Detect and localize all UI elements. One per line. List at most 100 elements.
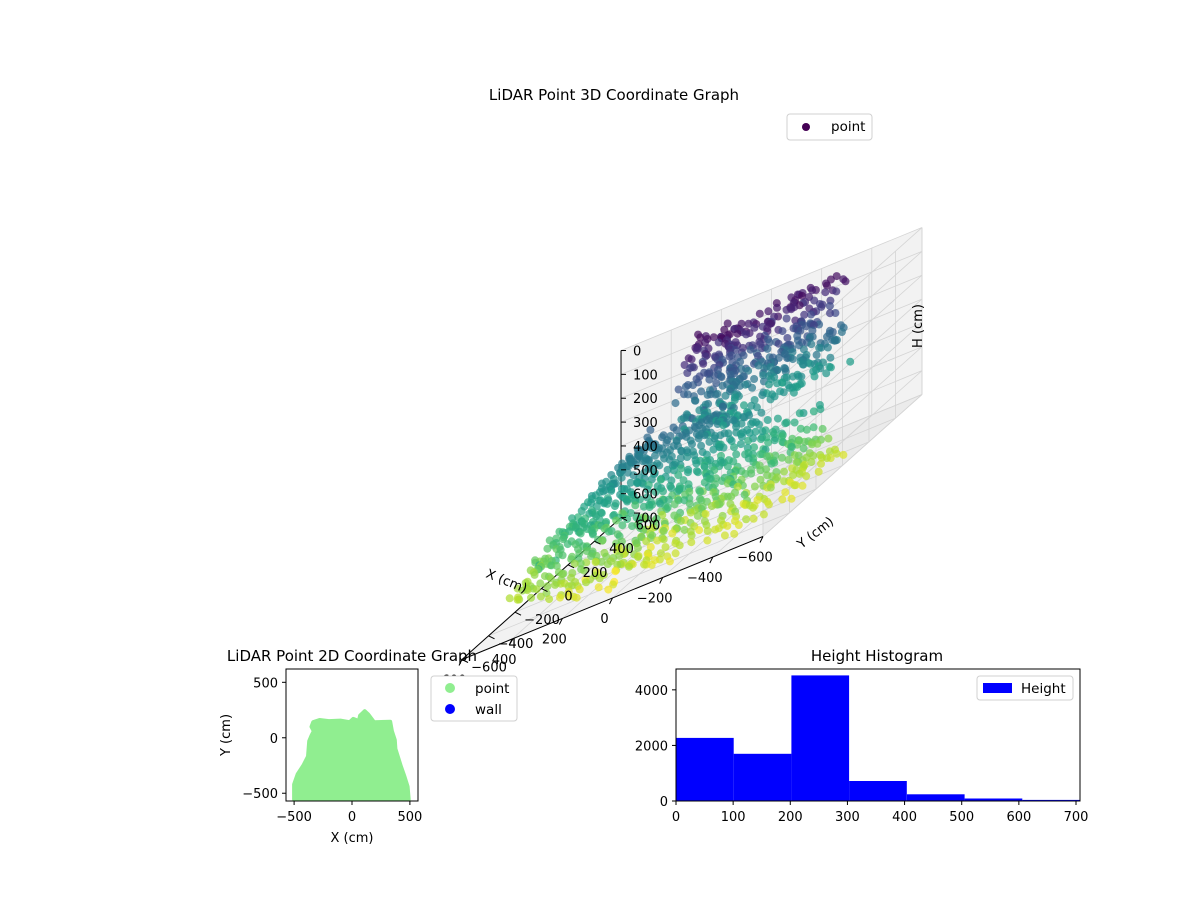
data-point <box>703 527 712 535</box>
data-point <box>671 549 680 558</box>
data-point <box>611 567 620 576</box>
data-point <box>667 484 676 493</box>
data-point <box>623 497 632 506</box>
data-point <box>705 437 714 446</box>
histogram-bar <box>1022 799 1080 801</box>
data-point <box>615 551 624 560</box>
data-point <box>563 540 572 549</box>
data-point <box>809 451 818 460</box>
data-point <box>645 503 654 511</box>
data-point <box>609 580 618 589</box>
data-point <box>826 309 834 318</box>
data-point <box>703 390 712 399</box>
data-point <box>709 333 718 342</box>
data-point <box>536 592 545 601</box>
data-point <box>824 434 833 443</box>
data-point <box>783 334 792 342</box>
data-point <box>755 309 764 318</box>
data-point <box>756 475 765 484</box>
data-point <box>723 492 732 501</box>
legend-label-wall: wall <box>475 702 502 718</box>
data-point <box>603 560 612 569</box>
data-point <box>577 507 586 515</box>
data-point <box>642 537 651 546</box>
data-point <box>732 450 741 459</box>
chart-3d-z-ticks: 0 100 200 300 400 500 600 700 <box>621 345 658 527</box>
data-point <box>778 453 786 462</box>
y-tick-mark <box>594 540 601 545</box>
z-tick-label: 100 <box>633 368 658 383</box>
data-point <box>646 543 655 552</box>
data-point <box>668 529 677 538</box>
data-point <box>656 549 665 558</box>
data-point <box>597 557 606 566</box>
data-point <box>582 578 590 587</box>
data-point <box>634 553 642 561</box>
chart-2d-title: LiDAR Point 2D Coordinate Graph <box>227 647 477 665</box>
data-point <box>527 593 535 602</box>
x-tick-label: 500 <box>397 810 422 825</box>
data-point <box>692 346 701 354</box>
data-point <box>671 399 680 408</box>
data-point <box>744 366 753 375</box>
y-tick-label: 0 <box>564 590 572 605</box>
data-point <box>513 595 522 604</box>
data-point <box>737 432 746 441</box>
data-point <box>580 566 588 575</box>
data-point <box>734 521 743 529</box>
data-point <box>823 281 831 290</box>
data-point <box>782 314 791 323</box>
data-point <box>780 467 788 476</box>
grid-line <box>762 370 923 513</box>
chart-2d-points <box>292 709 411 802</box>
y-tick-label: 600 <box>636 519 661 534</box>
data-point <box>826 353 835 362</box>
data-point <box>781 419 790 428</box>
z-tick-label: 400 <box>633 440 658 455</box>
data-point <box>763 344 772 353</box>
data-point <box>575 585 584 594</box>
data-point <box>787 494 796 503</box>
histogram-legend: Height <box>976 675 1074 701</box>
data-point <box>748 383 757 392</box>
data-point <box>808 326 817 335</box>
data-point <box>639 526 648 534</box>
data-point <box>846 357 855 366</box>
data-point <box>818 424 827 433</box>
data-point <box>770 436 779 445</box>
data-point <box>617 473 626 482</box>
data-point <box>764 438 773 447</box>
data-point <box>665 557 674 566</box>
data-point <box>752 403 761 412</box>
data-point <box>782 305 791 314</box>
data-point <box>618 521 627 530</box>
data-point <box>588 530 597 539</box>
y-tick-label: −600 <box>471 661 507 676</box>
z-tick-label: 0 <box>633 345 641 360</box>
data-point <box>699 359 708 368</box>
grid-line <box>762 298 923 442</box>
data-point <box>556 593 564 602</box>
data-point <box>677 464 686 473</box>
chart-2d: LiDAR Point 2D Coordinate Graph −500 0 500… <box>219 647 518 846</box>
legend-swatch-height <box>983 683 1012 693</box>
data-point <box>802 472 811 481</box>
data-point <box>709 445 718 454</box>
data-point <box>826 363 835 372</box>
data-point <box>773 303 781 312</box>
data-point <box>688 440 696 449</box>
data-point <box>570 559 579 568</box>
data-point <box>788 355 797 364</box>
data-point <box>732 422 741 431</box>
data-point <box>767 459 776 468</box>
data-point <box>665 455 674 464</box>
data-point <box>799 360 808 369</box>
y-tick-mark <box>514 611 522 616</box>
chart-3d: LiDAR Point 3D Coordinate Graph −600 −400… <box>442 86 926 689</box>
data-point <box>758 391 767 400</box>
data-point <box>730 529 739 538</box>
data-point <box>750 482 759 491</box>
histogram-bars <box>676 675 1080 801</box>
